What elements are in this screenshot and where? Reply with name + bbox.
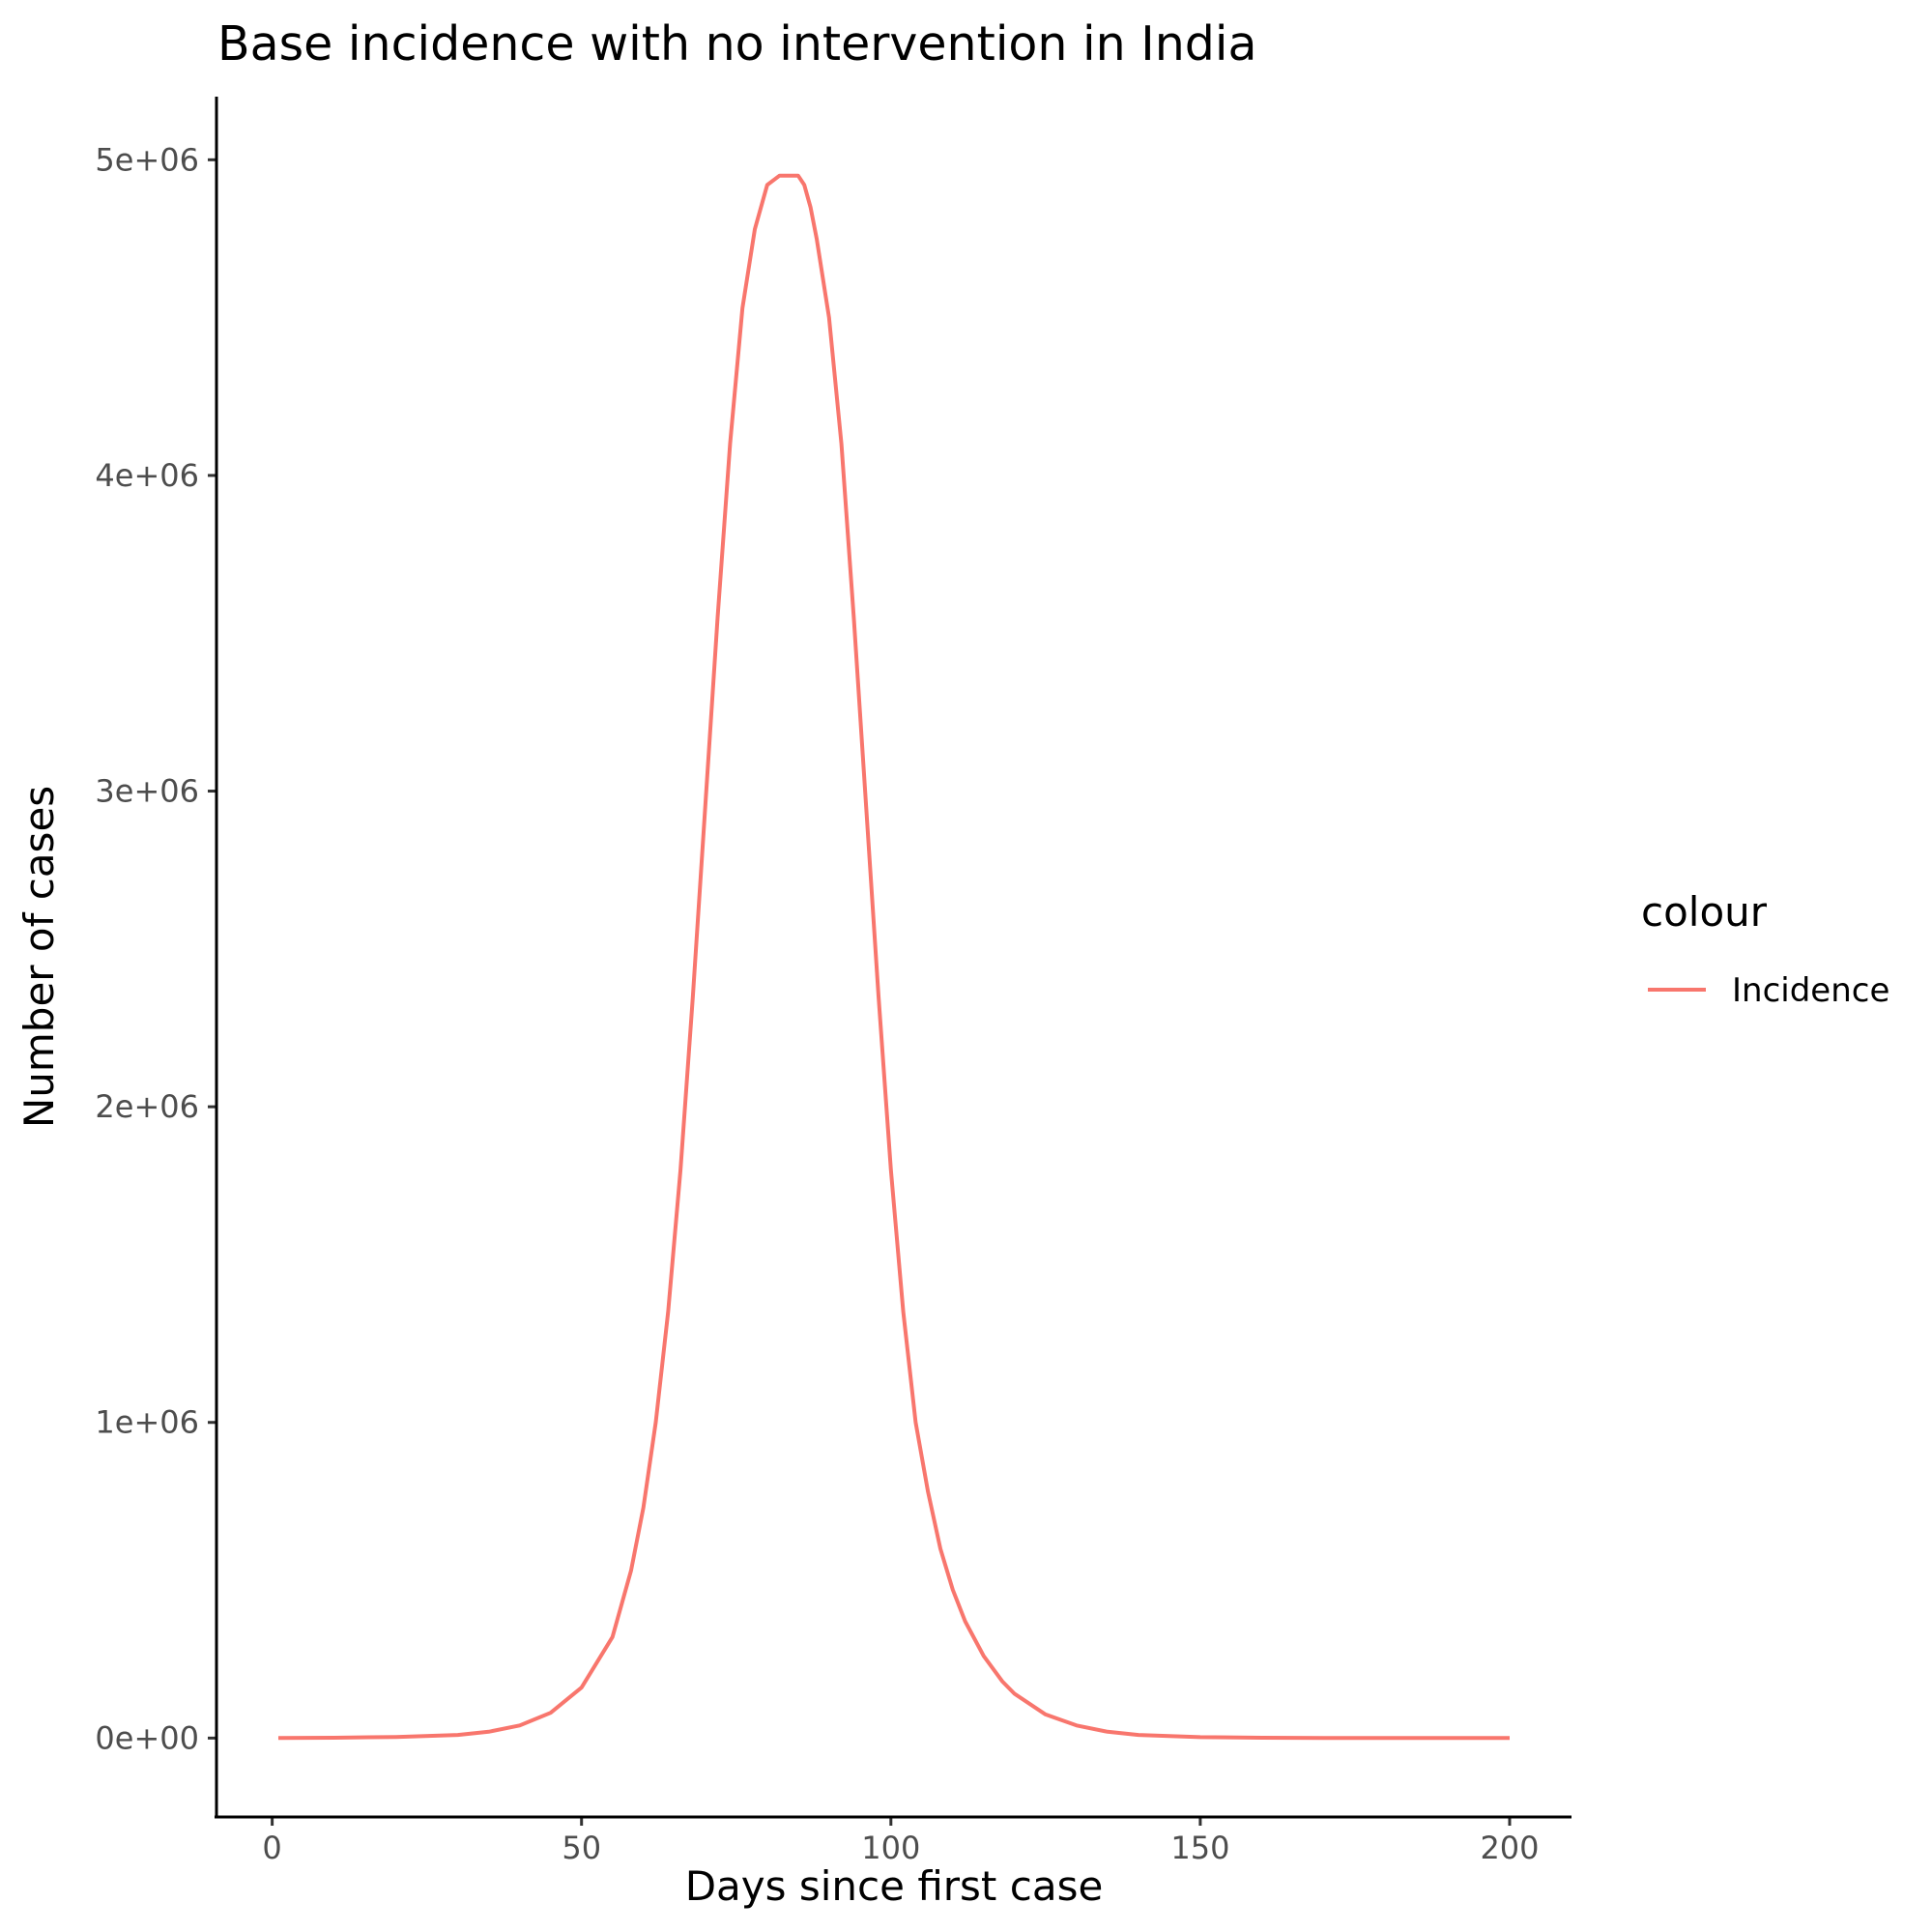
x-tick-label: 100 — [861, 1830, 920, 1866]
y-tick-label: 4e+06 — [95, 457, 199, 494]
y-tick-label: 3e+06 — [95, 773, 199, 810]
x-axis-title: Days since first case — [685, 1862, 1104, 1910]
y-axis-title: Number of cases — [15, 786, 63, 1128]
x-tick-label: 200 — [1480, 1830, 1539, 1866]
legend: colour Incidence — [1641, 888, 1889, 1010]
y-tick-label: 5e+06 — [95, 141, 199, 178]
y-tick-label: 2e+06 — [95, 1088, 199, 1125]
chart-title: Base incidence with no intervention in I… — [217, 16, 1257, 72]
legend-label-incidence: Incidence — [1732, 971, 1889, 1010]
series-layer — [277, 173, 1510, 1741]
y-axis-ticks: 0e+00 1e+06 2e+06 3e+06 4e+06 5e+06 — [95, 141, 216, 1756]
legend-title: colour — [1641, 888, 1768, 936]
y-tick-label: 1e+06 — [95, 1404, 199, 1441]
y-tick-label: 0e+00 — [95, 1719, 199, 1756]
x-axis-ticks: 0 50 100 150 200 — [262, 1817, 1540, 1866]
x-tick-label: 50 — [562, 1830, 601, 1866]
series-line-incidence — [277, 173, 1510, 1741]
x-tick-label: 0 — [262, 1830, 281, 1866]
x-tick-label: 150 — [1170, 1830, 1229, 1866]
